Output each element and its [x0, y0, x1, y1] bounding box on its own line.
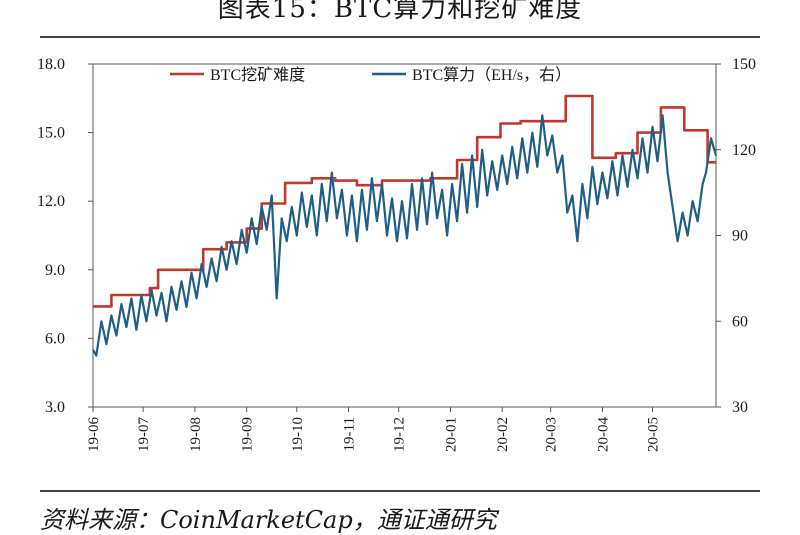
x-tick-label: 19-10: [290, 417, 306, 452]
x-tick-label: 20-02: [495, 417, 511, 452]
x-tick-label: 19-11: [342, 417, 358, 451]
series-layer: [92, 94, 718, 357]
y-left-tick-label: 15.0: [37, 125, 65, 142]
x-tick-label: 19-08: [188, 417, 204, 452]
y-left-tick-label: 12.0: [37, 193, 65, 210]
y-right-tick-label: 60: [732, 313, 748, 330]
y-right-tick-label: 30: [732, 399, 748, 416]
x-tick-label: 19-12: [392, 417, 408, 452]
difficulty-series-line: [93, 94, 716, 308]
x-tick-label: 19-07: [136, 417, 152, 452]
legend-difficulty-label: BTC挖矿难度: [210, 66, 305, 84]
x-tick-label: 19-06: [86, 417, 102, 452]
x-tick-label: 20-04: [595, 417, 611, 452]
source-note: 资料来源：CoinMarketCap，通证通研究: [40, 506, 497, 534]
plot-frame: [92, 63, 717, 408]
axes: 3.0 6.0 9.0 12.0 15.0 18.0 30 60 90 120 150 19-06 19…: [37, 56, 756, 452]
chart: 3.0 6.0 9.0 12.0 15.0 18.0 30 60 90 120 150 19-06 19…: [37, 56, 756, 452]
hashrate-series-line: [92, 114, 718, 357]
y-right-tick-label: 90: [732, 228, 748, 245]
legend: BTC挖矿难度 BTC算力（EH/s，右）: [170, 65, 571, 84]
y-left-tick-label: 3.0: [45, 399, 65, 416]
bottom-rule: [40, 490, 760, 492]
y-left-tick-label: 18.0: [37, 56, 65, 73]
y-right-tick-label: 120: [732, 142, 756, 159]
x-tick-label: 20-03: [544, 417, 560, 452]
x-tick-label: 20-05: [646, 417, 662, 452]
legend-hashrate-label: BTC算力（EH/s，右）: [412, 65, 571, 84]
y-left-tick-label: 9.0: [45, 262, 65, 279]
x-tick-label: 20-01: [443, 417, 459, 452]
y-right-tick-label: 150: [732, 56, 756, 73]
title-rule: [40, 36, 760, 38]
y-left-tick-label: 6.0: [45, 330, 65, 347]
x-tick-label: 19-09: [240, 417, 256, 452]
chart-title: 图表15：BTC算力和挖矿难度: [217, 0, 583, 24]
